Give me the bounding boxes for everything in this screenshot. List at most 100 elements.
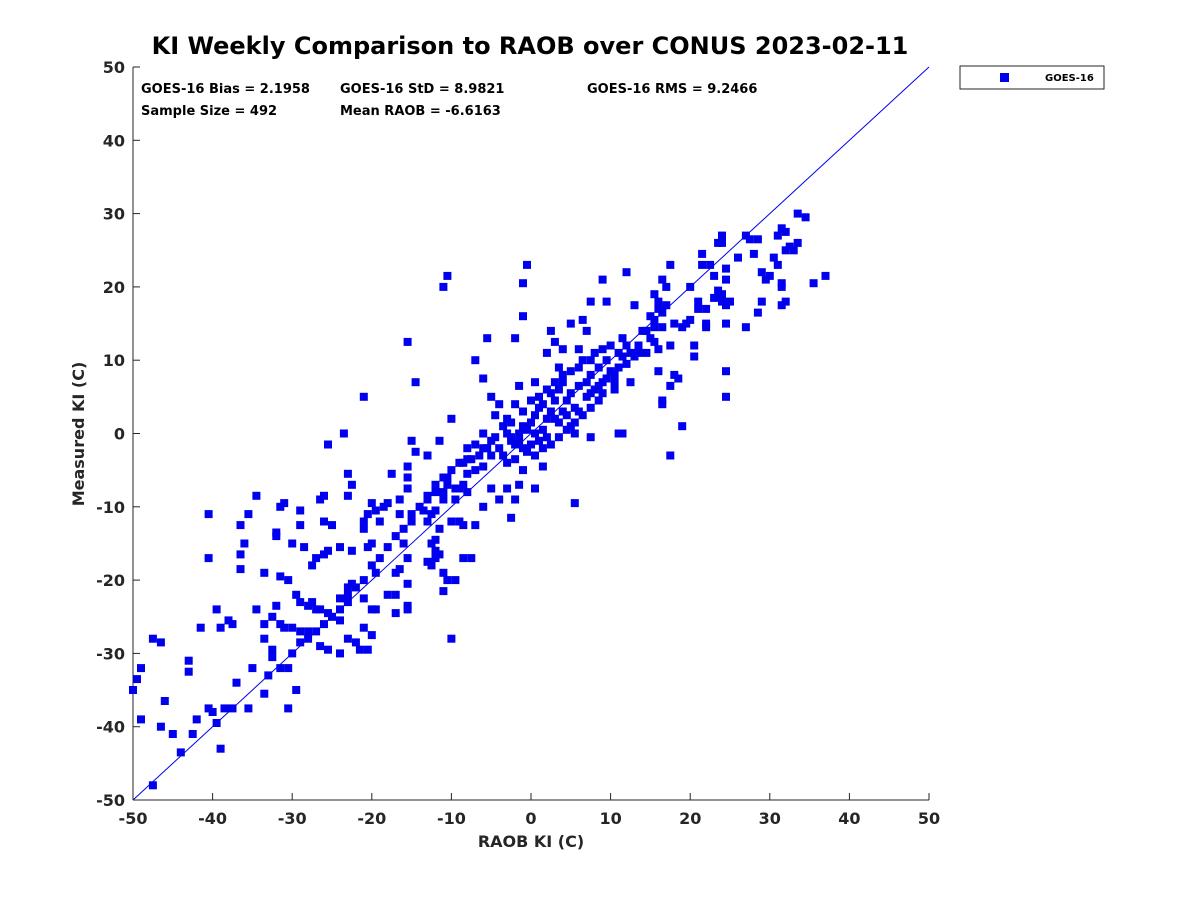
data-point — [773, 231, 782, 240]
data-point — [343, 598, 352, 607]
x-tick-label: 0 — [525, 809, 536, 828]
data-point — [439, 495, 448, 504]
data-point — [296, 506, 305, 515]
data-point — [527, 396, 535, 405]
data-point — [336, 543, 344, 552]
data-point — [431, 546, 440, 555]
data-point — [519, 312, 527, 321]
data-point — [554, 433, 563, 442]
stat-rms: GOES-16 RMS = 9.2466 — [587, 82, 757, 97]
data-point — [542, 433, 551, 442]
data-point — [594, 381, 603, 390]
data-point — [260, 620, 269, 629]
data-point — [503, 414, 512, 423]
data-point — [320, 620, 328, 629]
data-point — [316, 605, 325, 614]
data-point — [288, 623, 297, 632]
data-point — [248, 664, 257, 673]
data-point — [554, 418, 563, 427]
data-point — [499, 422, 508, 431]
y-tick-label: -30 — [96, 644, 125, 663]
legend-label: GOES-16 — [1045, 73, 1094, 84]
data-point — [531, 451, 539, 460]
y-tick-label: 20 — [103, 278, 125, 297]
data-point — [666, 451, 675, 460]
data-point — [324, 440, 332, 449]
data-point — [276, 572, 285, 581]
data-point — [622, 359, 631, 368]
data-point — [542, 414, 551, 423]
data-point — [260, 568, 269, 577]
data-point — [443, 480, 452, 489]
x-tick-label: 40 — [838, 809, 860, 828]
data-point — [451, 576, 460, 585]
data-point — [626, 348, 635, 357]
legend: GOES-16 — [959, 65, 1105, 90]
stat-std: GOES-16 StD = 8.9821 — [340, 82, 504, 97]
chart-title: KI Weekly Comparison to RAOB over CONUS … — [152, 32, 909, 60]
data-point — [662, 301, 671, 310]
data-point — [280, 623, 289, 632]
data-point — [471, 440, 480, 449]
data-point — [272, 528, 281, 537]
data-point — [586, 297, 595, 306]
data-point — [503, 458, 512, 467]
data-point — [515, 429, 524, 438]
data-point — [439, 587, 448, 596]
data-point — [240, 539, 249, 548]
data-point — [196, 623, 205, 632]
data-point — [133, 675, 141, 684]
data-point — [403, 554, 412, 563]
data-point — [343, 590, 352, 599]
data-point — [204, 704, 213, 713]
data-point — [531, 429, 539, 438]
data-point — [403, 484, 412, 493]
data-point — [399, 524, 408, 533]
x-tick-label: 20 — [679, 809, 701, 828]
data-point — [431, 480, 440, 489]
data-point — [519, 466, 527, 475]
data-point — [702, 319, 711, 328]
data-point — [383, 499, 392, 508]
data-point — [403, 337, 412, 346]
data-point — [391, 609, 400, 618]
data-point — [658, 396, 667, 405]
data-point — [574, 381, 583, 390]
data-point — [463, 444, 472, 453]
data-point — [674, 374, 683, 383]
data-point — [642, 348, 651, 357]
data-point — [515, 480, 524, 489]
data-point — [439, 282, 448, 291]
legend-box — [959, 65, 1105, 90]
data-point — [487, 451, 496, 460]
data-point — [232, 678, 241, 687]
data-point — [204, 510, 213, 519]
data-point — [718, 290, 726, 299]
data-point — [745, 235, 754, 244]
data-point — [809, 279, 818, 288]
data-point — [212, 605, 221, 614]
y-tick-label: -20 — [96, 571, 125, 590]
data-point — [403, 473, 412, 482]
x-tick-label: -40 — [198, 809, 227, 828]
data-point — [821, 271, 830, 280]
data-point — [236, 550, 245, 559]
data-point — [606, 341, 615, 350]
data-point — [634, 348, 643, 357]
data-point — [236, 565, 245, 574]
data-point — [550, 396, 559, 405]
data-point — [654, 367, 663, 376]
data-point — [622, 341, 631, 350]
data-point — [371, 605, 380, 614]
data-point — [586, 356, 595, 365]
data-point — [268, 653, 277, 662]
data-point — [777, 282, 786, 291]
data-point — [570, 429, 579, 438]
data-point — [535, 392, 543, 401]
data-point — [176, 748, 185, 757]
data-point — [359, 623, 368, 632]
data-point — [439, 473, 448, 482]
x-tick-label: -50 — [119, 809, 148, 828]
data-point — [292, 590, 301, 599]
